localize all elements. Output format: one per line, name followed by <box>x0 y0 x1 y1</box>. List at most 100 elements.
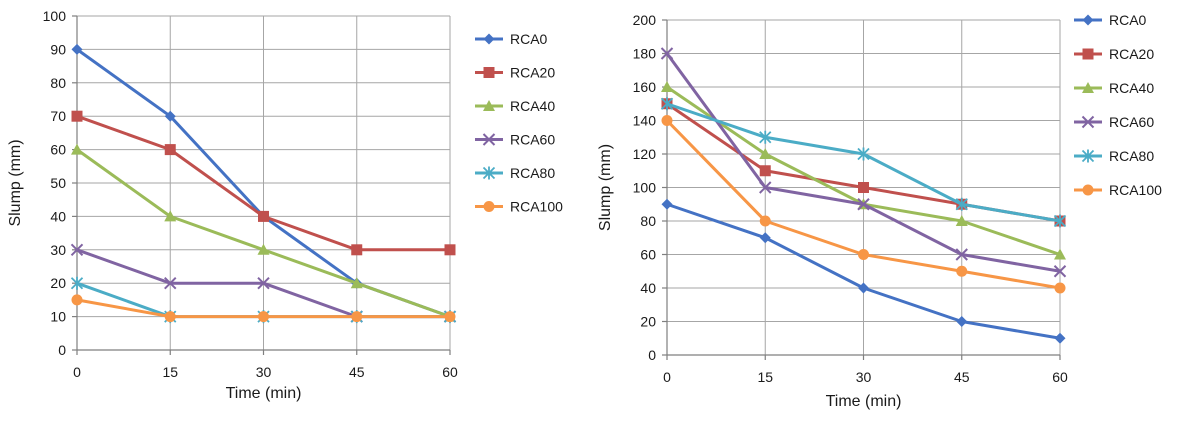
data-point <box>955 215 968 226</box>
y-tick-label: 120 <box>633 146 657 162</box>
data-point <box>858 282 869 294</box>
y-tick-label: 20 <box>50 275 66 291</box>
legend-item: RCA60 <box>475 132 555 148</box>
data-point <box>257 276 270 290</box>
data-point <box>1053 214 1067 228</box>
data-point <box>661 198 673 210</box>
data-point <box>759 181 772 194</box>
y-axis-title: Slump (mm) <box>597 144 614 231</box>
y-tick-label: 100 <box>43 8 67 24</box>
legend-marker <box>1082 48 1094 60</box>
legend-label: RCA80 <box>1109 148 1154 164</box>
data-point <box>660 47 674 60</box>
x-tick-label: 30 <box>856 369 872 385</box>
legend-item: RCA20 <box>1074 46 1154 62</box>
y-tick-label: 90 <box>50 41 66 57</box>
legend: RCA0 RCA20 RCA40 RCA60 RCA80 RCA100 <box>475 31 563 215</box>
legend-marker <box>483 201 495 212</box>
y-tick-label: 40 <box>640 280 656 296</box>
legend-item: RCA40 <box>1074 80 1154 96</box>
x-tick-label: 60 <box>442 364 458 380</box>
legend-marker <box>1081 115 1095 129</box>
data-point <box>351 311 363 323</box>
series-rca60 <box>660 47 1067 278</box>
y-tick-label: 70 <box>50 108 66 124</box>
data-point <box>1054 282 1066 294</box>
x-tick-label: 15 <box>162 364 178 380</box>
data-point <box>257 243 270 255</box>
y-tick-label: 60 <box>50 142 66 158</box>
legend-item: RCA0 <box>475 31 548 47</box>
data-point <box>857 198 870 211</box>
legend-label: RCA100 <box>510 199 563 215</box>
x-tick-label: 0 <box>663 369 671 385</box>
data-point <box>759 165 771 177</box>
legend-item: RCA100 <box>1074 182 1162 198</box>
y-tick-label: 30 <box>50 242 66 258</box>
data-point <box>71 43 83 55</box>
legend-item: RCA0 <box>1074 12 1147 28</box>
data-point <box>350 277 363 289</box>
data-point <box>351 244 363 256</box>
data-point <box>71 294 83 306</box>
data-point <box>955 248 968 261</box>
data-point <box>956 316 968 327</box>
data-point <box>956 265 968 277</box>
legend-marker <box>483 33 495 45</box>
chart-2: 0 20 40 60 80 100 120 140 160 180 200 0 15 30 45 60 Time… <box>597 12 1162 410</box>
data-point <box>759 215 771 227</box>
legend-item: RCA20 <box>475 65 555 81</box>
x-tick-label: 60 <box>1052 369 1068 385</box>
data-point <box>70 276 84 290</box>
legend-item: RCA100 <box>475 199 563 215</box>
y-tick-label: 80 <box>640 213 656 229</box>
data-point <box>71 143 83 155</box>
legend-label: RCA60 <box>510 132 555 148</box>
y-axis-title: Slump (mm) <box>7 139 24 226</box>
x-tick-label: 45 <box>954 369 970 385</box>
legend-marker <box>1082 184 1094 196</box>
chart-1: 0 10 20 30 40 50 60 70 80 90 100 0 15 30 45 60 Time (min… <box>7 8 563 402</box>
data-point <box>444 244 456 256</box>
data-point <box>164 144 176 156</box>
data-point <box>955 197 968 211</box>
y-tick-label: 80 <box>50 75 66 91</box>
legend-label: RCA20 <box>510 65 555 81</box>
legend-item: RCA80 <box>1074 148 1154 164</box>
series-rca20 <box>71 110 456 256</box>
legend-item: RCA60 <box>1074 114 1154 130</box>
legend-label: RCA20 <box>1109 46 1154 62</box>
data-point <box>164 210 177 222</box>
legend-label: RCA60 <box>1109 114 1154 130</box>
series-rca80 <box>660 97 1067 228</box>
data-point <box>71 110 83 122</box>
legend-marker <box>1081 149 1095 163</box>
legend-label: RCA0 <box>1109 12 1147 28</box>
data-point <box>858 249 869 260</box>
data-point <box>661 115 673 126</box>
series-rca0 <box>661 198 1066 344</box>
x-tick-label: 45 <box>349 364 365 380</box>
x-tick-label: 15 <box>757 369 773 385</box>
data-point <box>444 311 456 323</box>
data-point <box>1053 265 1067 278</box>
legend-marker <box>1082 82 1094 93</box>
data-point <box>759 130 772 144</box>
legend-label: RCA80 <box>510 165 555 181</box>
legend-item: RCA80 <box>475 165 555 181</box>
legend-label: RCA100 <box>1109 182 1162 198</box>
y-tick-label: 140 <box>633 113 657 129</box>
y-tick-label: 200 <box>633 12 657 28</box>
legend-marker <box>483 100 495 111</box>
series-rca100 <box>71 294 456 323</box>
data-point <box>258 311 269 323</box>
y-tick-label: 160 <box>633 79 657 95</box>
y-tick-label: 180 <box>633 46 657 62</box>
y-tick-label: 20 <box>640 314 656 330</box>
legend-label: RCA0 <box>510 31 548 47</box>
data-point <box>661 81 673 92</box>
y-tick-label: 0 <box>58 342 66 358</box>
data-point <box>759 232 771 244</box>
y-tick-label: 50 <box>50 175 66 191</box>
